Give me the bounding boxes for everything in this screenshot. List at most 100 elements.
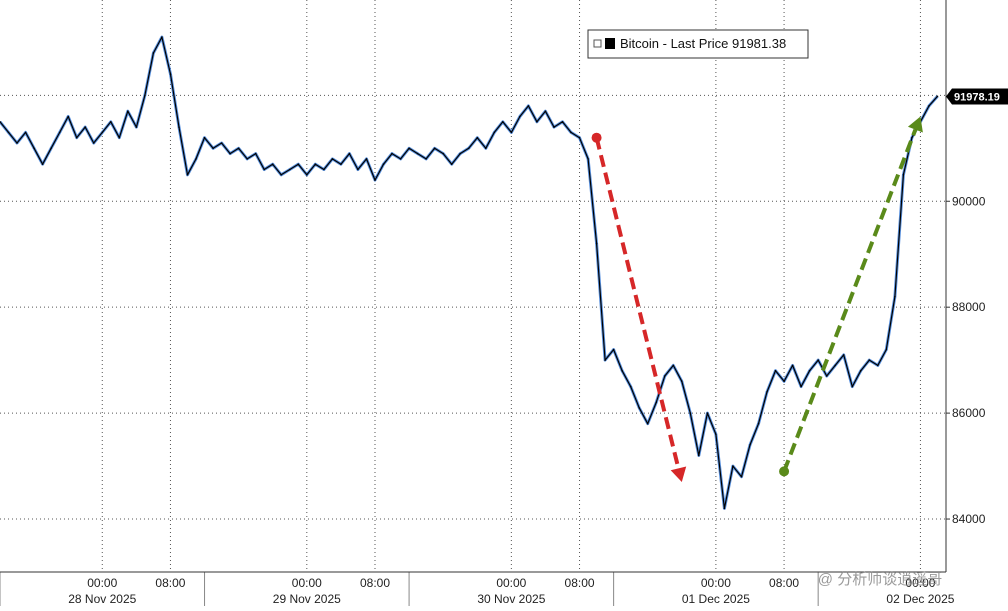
x-date-label: 30 Nov 2025: [477, 592, 545, 606]
data-point: [834, 364, 836, 367]
data-point: [144, 94, 146, 97]
data-point: [723, 507, 726, 510]
data-point: [127, 110, 129, 112]
data-point: [646, 422, 649, 425]
data-point: [817, 359, 819, 361]
data-point: [50, 147, 52, 150]
data-point: [169, 73, 172, 75]
price-tag-shape: [946, 88, 1008, 105]
data-point: [203, 136, 206, 139]
data-point: [655, 401, 657, 404]
data-point: [672, 364, 675, 367]
data-point: [459, 152, 462, 155]
data-point: [502, 121, 504, 123]
data-point: [825, 375, 828, 377]
x-tick-label: 00:00: [701, 576, 731, 590]
data-point: [476, 136, 479, 139]
grid: [0, 0, 946, 572]
data-point: [860, 369, 862, 372]
data-point: [450, 163, 453, 165]
x-date-label: 01 Dec 2025: [682, 592, 750, 606]
trend-arrow-head-icon: [670, 466, 687, 482]
data-point: [774, 369, 777, 372]
x-date-label: 02 Dec 2025: [886, 592, 954, 606]
data-point: [877, 364, 879, 367]
data-point: [783, 380, 785, 383]
data-point: [894, 295, 896, 298]
x-tick-label: 00:00: [905, 576, 935, 590]
data-point: [595, 242, 598, 245]
data-point: [229, 152, 231, 155]
data-point: [510, 131, 513, 134]
data-point: [212, 147, 214, 150]
data-point: [587, 158, 589, 160]
data-point: [331, 158, 334, 160]
legend-box: [587, 29, 809, 59]
data-point: [442, 152, 445, 155]
data-point: [24, 131, 27, 134]
x-tick-label: 00:00: [496, 576, 526, 590]
data-point: [161, 36, 163, 38]
x-date-label: 28 Nov 2025: [68, 592, 136, 606]
data-point: [425, 158, 427, 160]
y-tick-label: 88000: [952, 300, 986, 314]
legend-label: Bitcoin - Last Price 91981.38: [620, 36, 786, 51]
data-point: [842, 354, 845, 356]
data-point: [323, 168, 325, 171]
x-tick-label: 08:00: [565, 576, 595, 590]
price-tag-value: 91978.19: [954, 91, 1000, 103]
data-point: [851, 385, 854, 388]
annotation-layer: [591, 116, 923, 482]
data-point: [152, 52, 155, 54]
data-point: [357, 168, 359, 171]
trend-arrow-shaft: [782, 128, 918, 473]
watermark: @ 分析师谈逍遥哥: [818, 571, 942, 588]
data-point: [885, 348, 888, 351]
data-point: [280, 174, 283, 176]
data-point: [246, 158, 248, 160]
data-point: [110, 121, 112, 123]
data-point: [519, 115, 521, 118]
data-point: [902, 174, 905, 176]
x-tick-label: 08:00: [360, 576, 390, 590]
data-point: [749, 444, 751, 446]
data-point: [399, 158, 402, 160]
data-point: [297, 163, 300, 165]
data-point: [638, 407, 640, 409]
data-point: [195, 158, 197, 160]
data-point: [911, 136, 913, 139]
data-point: [732, 465, 734, 467]
data-point: [689, 412, 692, 414]
data-point: [16, 142, 18, 144]
data-point: [75, 136, 78, 139]
data-point: [800, 385, 802, 388]
data-point: [681, 380, 683, 383]
data-point: [92, 142, 95, 144]
x-tick-label: 00:00: [87, 576, 117, 590]
data-point: [416, 152, 419, 155]
data-point: [41, 163, 44, 165]
data-point: [118, 136, 121, 139]
data-point: [561, 121, 564, 123]
data-point: [621, 369, 623, 372]
data-point: [936, 95, 939, 98]
x-tick-label: 08:00: [769, 576, 799, 590]
x-tick-label: 00:00: [292, 576, 322, 590]
data-point: [544, 110, 547, 112]
data-point: [698, 454, 700, 457]
data-point: [467, 147, 470, 150]
data-point: [766, 391, 768, 393]
data-point: [7, 131, 10, 134]
data-point: [757, 422, 760, 425]
data-point: [612, 348, 615, 351]
data-point: [220, 142, 223, 144]
data-point: [536, 121, 538, 123]
data-point: [314, 163, 317, 165]
data-point: [485, 147, 487, 150]
trend-arrow-shaft: [594, 137, 681, 469]
data-point: [365, 158, 368, 160]
data-point: [527, 105, 530, 107]
data-point: [433, 147, 436, 150]
